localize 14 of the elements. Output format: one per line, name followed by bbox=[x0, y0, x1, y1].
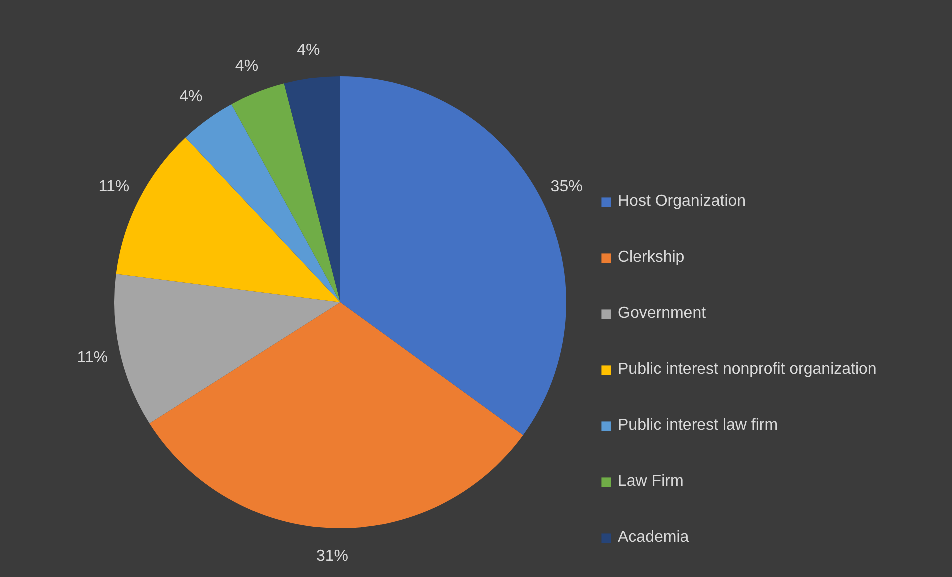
legend-label: Public interest nonprofit organization bbox=[618, 361, 877, 379]
data-label: 11% bbox=[77, 349, 108, 366]
legend-label: Host Organization bbox=[618, 193, 746, 211]
data-label: 35% bbox=[550, 178, 583, 196]
legend-label: Law Firm bbox=[618, 473, 684, 491]
data-label: 4% bbox=[180, 88, 203, 106]
data-label: 4% bbox=[235, 58, 259, 75]
legend-label: Academia bbox=[618, 529, 690, 547]
data-label: 31% bbox=[316, 548, 349, 565]
data-label: 11% bbox=[98, 178, 130, 196]
legend-label: Government bbox=[618, 305, 706, 323]
legend-label: Clerkship bbox=[618, 249, 685, 267]
legend-label: Public interest law firm bbox=[618, 417, 778, 435]
data-label: 4% bbox=[297, 42, 320, 60]
